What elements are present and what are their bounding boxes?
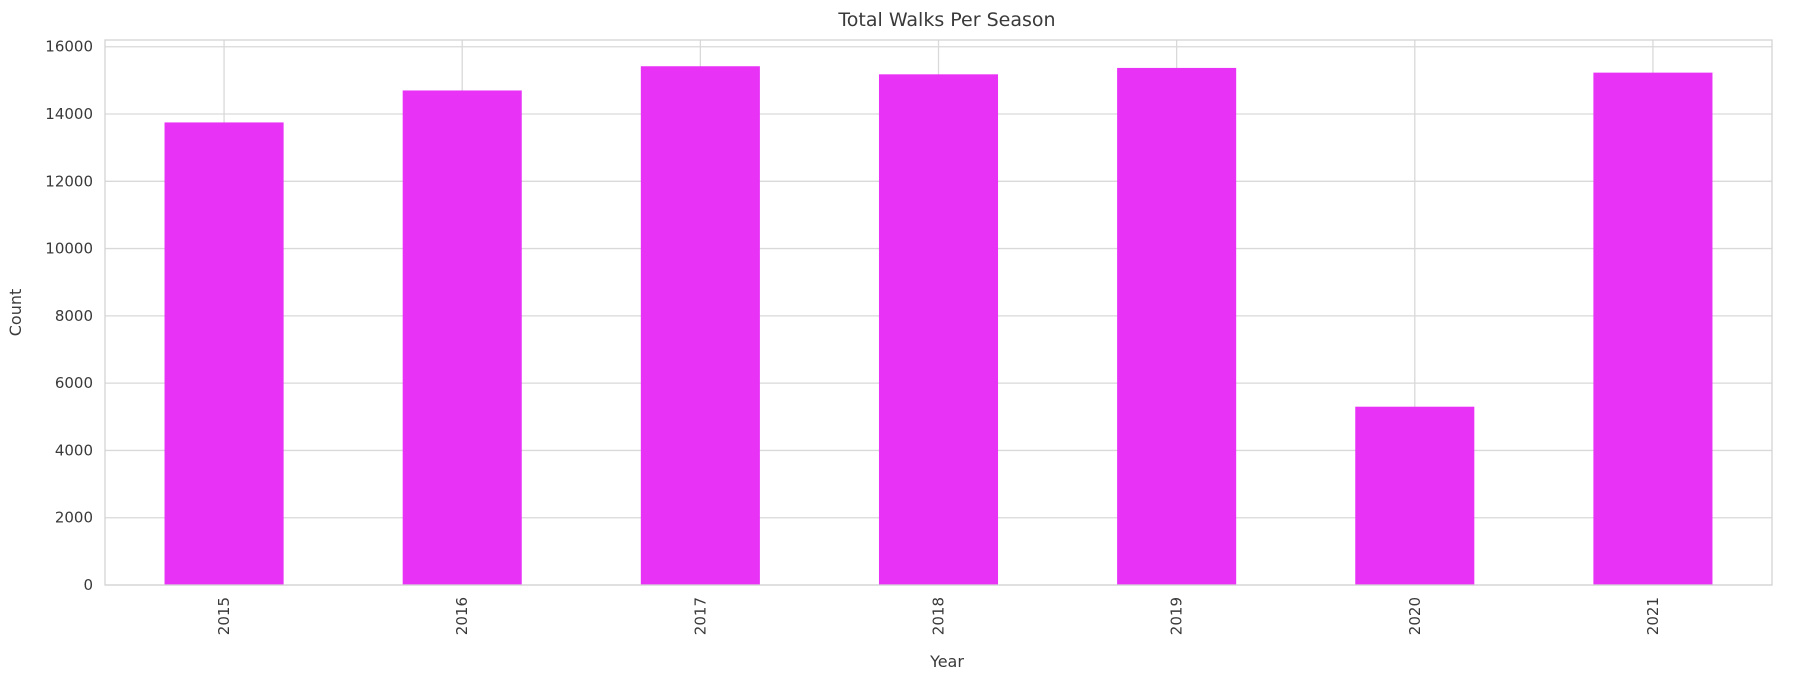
x-tick-labels: 2015 2016 2017 2018 2019 2020 2021 bbox=[215, 597, 1662, 635]
x-tick-label-2016: 2016 bbox=[453, 597, 471, 635]
bar-2017 bbox=[640, 66, 760, 586]
bar-2015 bbox=[164, 122, 284, 585]
y-tick-label-8000: 8000 bbox=[55, 307, 93, 325]
x-tick-label-2019: 2019 bbox=[1168, 597, 1186, 635]
bar-2019 bbox=[1117, 67, 1237, 585]
bar-2016 bbox=[402, 90, 522, 586]
y-tick-label-12000: 12000 bbox=[45, 172, 93, 190]
bar-2020 bbox=[1355, 406, 1475, 585]
y-tick-label-6000: 6000 bbox=[55, 374, 93, 392]
x-tick-label-2015: 2015 bbox=[215, 597, 233, 635]
y-axis-label: Count bbox=[6, 289, 25, 337]
y-tick-label-4000: 4000 bbox=[55, 441, 93, 459]
bars bbox=[164, 66, 1713, 586]
bar-2018 bbox=[878, 74, 999, 585]
x-tick-label-2020: 2020 bbox=[1406, 597, 1424, 635]
y-tick-label-2000: 2000 bbox=[55, 509, 93, 527]
y-tick-label-10000: 10000 bbox=[45, 240, 93, 258]
y-tick-label-16000: 16000 bbox=[45, 38, 93, 56]
x-axis-label: Year bbox=[929, 652, 964, 671]
y-tick-label-0: 0 bbox=[83, 576, 93, 594]
y-tick-labels: 0 2000 4000 6000 8000 10000 12000 14000 16000 bbox=[45, 38, 93, 594]
chart-title: Total Walks Per Season bbox=[837, 9, 1055, 31]
bar-2021 bbox=[1593, 72, 1713, 586]
x-tick-label-2018: 2018 bbox=[930, 597, 948, 635]
x-tick-label-2017: 2017 bbox=[691, 597, 709, 635]
x-tick-label-2021: 2021 bbox=[1644, 597, 1662, 635]
y-tick-label-14000: 14000 bbox=[45, 105, 93, 123]
plot-frame bbox=[104, 39, 1773, 586]
